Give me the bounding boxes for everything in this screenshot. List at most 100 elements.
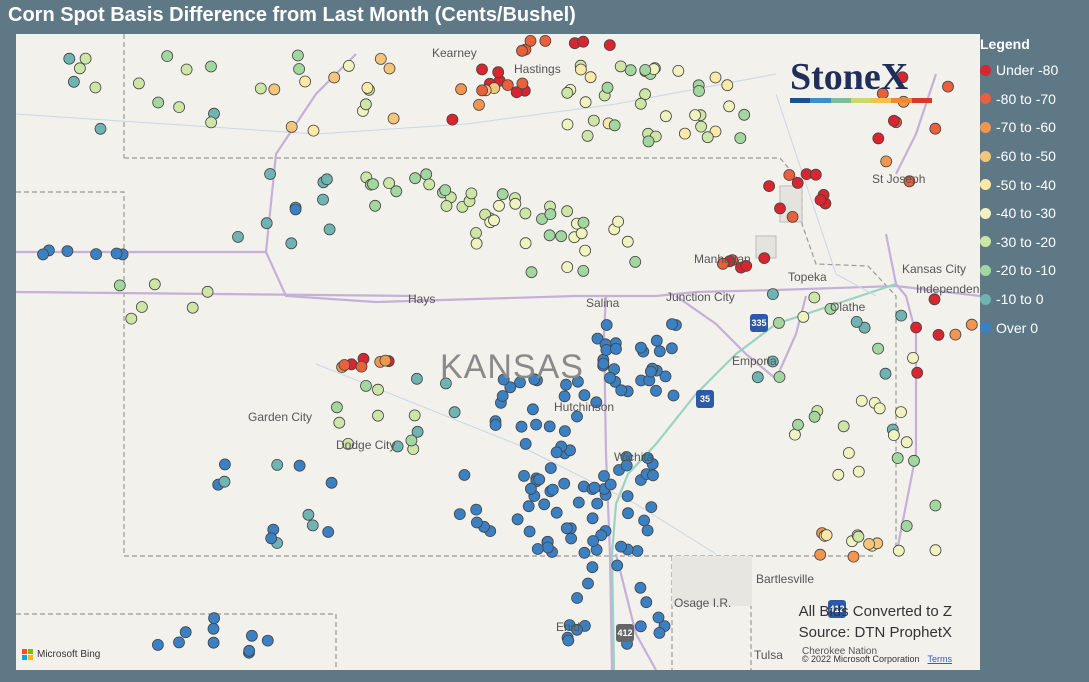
basis-station-dot[interactable]: [367, 178, 379, 191]
basis-station-dot[interactable]: [595, 529, 608, 542]
basis-station-dot[interactable]: [524, 35, 537, 47]
legend-item[interactable]: -50 to -40: [980, 170, 1088, 199]
basis-station-dot[interactable]: [68, 75, 80, 88]
basis-station-dot[interactable]: [383, 177, 396, 190]
basis-station-dot[interactable]: [289, 203, 302, 216]
basis-station-dot[interactable]: [942, 80, 954, 93]
basis-station-dot[interactable]: [578, 546, 591, 559]
basis-station-dot[interactable]: [572, 375, 584, 388]
basis-station-dot[interactable]: [738, 108, 751, 121]
basis-station-dot[interactable]: [148, 278, 161, 291]
basis-station-dot[interactable]: [640, 596, 653, 609]
basis-station-dot[interactable]: [558, 477, 571, 490]
basis-station-dot[interactable]: [932, 328, 945, 341]
basis-station-dot[interactable]: [504, 381, 517, 394]
basis-station-dot[interactable]: [372, 409, 384, 422]
basis-station-dot[interactable]: [515, 420, 528, 433]
basis-station-dot[interactable]: [590, 396, 603, 409]
basis-station-dot[interactable]: [763, 180, 775, 193]
basis-station-dot[interactable]: [538, 498, 551, 511]
basis-station-dot[interactable]: [372, 383, 384, 396]
basis-station-dot[interactable]: [302, 508, 315, 521]
basis-station-dot[interactable]: [179, 626, 192, 639]
basis-station-dot[interactable]: [634, 620, 647, 633]
basis-station-dot[interactable]: [614, 60, 627, 73]
basis-station-dot[interactable]: [814, 548, 827, 561]
basis-station-dot[interactable]: [929, 122, 942, 135]
basis-station-dot[interactable]: [624, 64, 637, 77]
basis-station-dot[interactable]: [173, 636, 185, 649]
basis-station-dot[interactable]: [113, 279, 126, 292]
basis-station-dot[interactable]: [342, 437, 355, 450]
basis-station-dot[interactable]: [888, 429, 900, 442]
basis-station-dot[interactable]: [232, 230, 244, 243]
basis-station-dot[interactable]: [734, 132, 747, 144]
basis-station-dot[interactable]: [740, 259, 753, 272]
basis-station-dot[interactable]: [543, 229, 556, 242]
legend-item[interactable]: Over 0: [980, 313, 1088, 342]
basis-station-dot[interactable]: [519, 237, 532, 250]
basis-station-dot[interactable]: [516, 44, 528, 57]
legend-item[interactable]: -20 to -10: [980, 256, 1088, 285]
basis-station-dot[interactable]: [291, 49, 304, 62]
basis-station-dot[interactable]: [751, 371, 764, 384]
basis-station-dot[interactable]: [773, 371, 786, 383]
basis-station-dot[interactable]: [808, 291, 821, 304]
basis-station-dot[interactable]: [268, 83, 281, 96]
basis-station-dot[interactable]: [679, 127, 691, 140]
basis-station-dot[interactable]: [879, 367, 892, 380]
basis-station-dot[interactable]: [872, 132, 885, 145]
basis-station-dot[interactable]: [652, 611, 665, 624]
basis-station-dot[interactable]: [604, 478, 617, 491]
basis-station-dot[interactable]: [929, 544, 942, 557]
basis-station-dot[interactable]: [577, 35, 590, 48]
basis-station-dot[interactable]: [470, 237, 483, 250]
legend-item[interactable]: -60 to -50: [980, 142, 1088, 171]
basis-station-dot[interactable]: [470, 227, 482, 239]
basis-station-dot[interactable]: [94, 122, 107, 135]
basis-station-dot[interactable]: [544, 208, 557, 221]
basis-station-dot[interactable]: [260, 217, 273, 230]
basis-station-dot[interactable]: [218, 458, 231, 471]
basis-station-dot[interactable]: [600, 319, 613, 331]
basis-station-dot[interactable]: [383, 62, 396, 75]
basis-station-dot[interactable]: [598, 470, 610, 482]
legend-item[interactable]: -10 to 0: [980, 285, 1088, 314]
basis-station-dot[interactable]: [74, 62, 86, 75]
basis-station-dot[interactable]: [767, 288, 779, 301]
basis-station-dot[interactable]: [653, 627, 666, 639]
basis-station-dot[interactable]: [843, 447, 855, 459]
basis-station-dot[interactable]: [489, 419, 502, 431]
basis-station-dot[interactable]: [539, 35, 552, 47]
basis-station-dot[interactable]: [285, 237, 298, 250]
basis-station-dot[interactable]: [791, 176, 804, 189]
basis-station-dot[interactable]: [650, 384, 662, 397]
basis-station-dot[interactable]: [208, 612, 221, 625]
basis-station-dot[interactable]: [645, 365, 657, 378]
basis-station-dot[interactable]: [161, 50, 174, 63]
basis-station-dot[interactable]: [325, 476, 338, 489]
basis-station-dot[interactable]: [411, 425, 424, 438]
basis-station-dot[interactable]: [911, 366, 924, 379]
basis-station-dot[interactable]: [379, 354, 392, 367]
basis-station-dot[interactable]: [717, 257, 729, 270]
basis-station-dot[interactable]: [446, 113, 459, 126]
basis-station-dot[interactable]: [519, 437, 532, 450]
basis-station-dot[interactable]: [218, 475, 231, 488]
basis-station-dot[interactable]: [558, 390, 571, 403]
basis-station-dot[interactable]: [586, 512, 599, 525]
basis-station-dot[interactable]: [89, 81, 102, 94]
basis-station-dot[interactable]: [629, 255, 642, 268]
basis-station-dot[interactable]: [667, 389, 680, 402]
basis-station-dot[interactable]: [591, 497, 604, 510]
basis-station-dot[interactable]: [639, 64, 652, 76]
basis-station-dot[interactable]: [591, 332, 604, 345]
basis-station-dot[interactable]: [659, 370, 672, 383]
basis-station-dot[interactable]: [863, 538, 875, 550]
basis-station-dot[interactable]: [721, 79, 734, 92]
basis-station-dot[interactable]: [90, 248, 102, 261]
basis-station-dot[interactable]: [896, 71, 909, 84]
basis-station-dot[interactable]: [635, 341, 647, 354]
basis-station-dot[interactable]: [577, 264, 590, 277]
basis-station-dot[interactable]: [587, 535, 599, 547]
